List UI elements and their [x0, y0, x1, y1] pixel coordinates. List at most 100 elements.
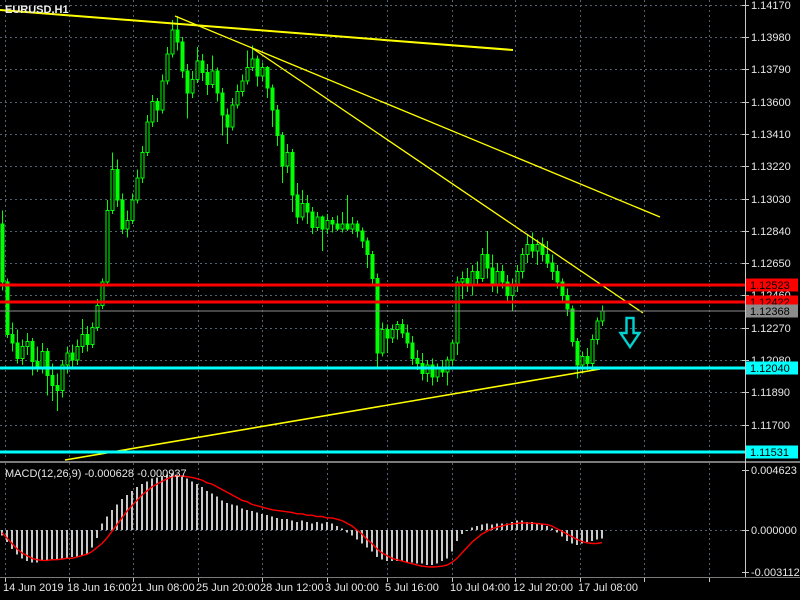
candle-bear	[275, 109, 280, 137]
price-axis-label: 1.12650	[751, 258, 791, 270]
grid-layer	[0, 0, 745, 576]
candle-bull	[140, 152, 145, 179]
candle-bear	[45, 351, 50, 376]
macd-bar	[461, 530, 463, 535]
macd-bar	[381, 530, 383, 560]
candle-bull	[470, 271, 475, 286]
price-axis-label: 1.13980	[751, 32, 791, 44]
macd-bar	[271, 516, 273, 530]
candle-bear	[200, 60, 205, 74]
candle-bull	[515, 271, 520, 286]
candle-bull	[170, 29, 175, 55]
macd-bar	[511, 521, 513, 530]
price-axis-label: 1.14170	[751, 0, 791, 12]
candle-bull	[390, 328, 395, 339]
macd-bar	[406, 530, 408, 563]
macd-bar	[561, 530, 563, 537]
support-line[interactable]	[0, 450, 745, 454]
macd-bar	[591, 530, 593, 541]
macd-bar	[31, 530, 33, 563]
macd-indicator-label: MACD(12,26,9) -0.000628 -0.000937	[5, 468, 187, 480]
candle-bull	[450, 342, 455, 361]
candle-bull	[520, 254, 525, 273]
time-axis-label: 3 Jul 00:00	[325, 582, 379, 594]
macd-bar	[341, 528, 343, 530]
macd-bar	[241, 508, 243, 530]
macd-bar	[411, 530, 413, 563]
candle-bull	[150, 101, 155, 123]
macd-bar	[436, 530, 438, 564]
macd-bar	[421, 530, 423, 564]
candle-bear	[290, 152, 295, 196]
time-axis[interactable]: 14 Jun 2019 18 Jun 16:00 21 Jun 08:00 25 Ju…	[3, 582, 638, 594]
candle-bear	[545, 254, 550, 264]
candle-bear	[400, 323, 405, 334]
macd-bar	[531, 521, 533, 530]
macd-bar	[116, 504, 118, 530]
resistance-line[interactable]	[0, 283, 745, 287]
candle-bull	[535, 243, 540, 252]
candle-bull	[130, 199, 135, 222]
support-price-box	[746, 445, 798, 459]
panel-separator[interactable]	[0, 461, 800, 463]
candle-bear	[345, 223, 350, 230]
candle-bull	[435, 368, 440, 378]
macd-layer	[1, 473, 603, 566]
macd-bar	[601, 530, 603, 539]
support-line[interactable]	[0, 366, 745, 370]
macd-bar	[276, 517, 278, 530]
candle-bull	[300, 203, 305, 218]
candle-bull	[195, 60, 200, 80]
levels-layer	[0, 283, 745, 454]
candle-bull	[315, 216, 320, 228]
macd-scale[interactable]: 0.004623 0.000000 -0.003112	[742, 465, 800, 579]
time-axis-label: 25 Jun 20:00	[196, 582, 260, 594]
resistance-price-box	[746, 278, 798, 292]
price-axis-label: 1.11890	[751, 387, 790, 399]
bid-line[interactable]	[0, 310, 745, 312]
candle-bear	[560, 281, 565, 296]
trendline-descending-from-peak[interactable]	[174, 15, 661, 218]
time-axis-label: 17 Jul 08:00	[578, 582, 638, 594]
candle-bull	[95, 305, 100, 329]
sell-arrow-icon[interactable]	[618, 316, 642, 350]
candle-bear	[575, 340, 580, 366]
symbol-timeframe-label: EURUSD,H1	[5, 4, 69, 16]
macd-bar	[151, 478, 153, 530]
candle-bull	[65, 352, 70, 366]
macd-bar	[191, 481, 193, 530]
candle-bull	[90, 327, 95, 346]
candle-bear	[475, 271, 480, 279]
candle-bull	[580, 356, 585, 366]
macd-bar	[216, 496, 218, 530]
candle-bull	[160, 80, 165, 111]
price-axis-label: 1.13600	[751, 97, 791, 109]
candle-bear	[430, 364, 435, 378]
resistance-line[interactable]	[0, 300, 745, 304]
macd-bar	[291, 520, 293, 530]
macd-bar	[331, 523, 333, 530]
macd-bar	[551, 528, 553, 530]
trendline-descending-steep[interactable]	[251, 47, 644, 314]
candle-bull	[590, 339, 595, 364]
macd-bar	[86, 530, 88, 555]
trendline-upper-descending-flat[interactable]	[0, 9, 514, 51]
trendline-ascending-support[interactable]	[64, 368, 601, 461]
candle-bear	[220, 92, 225, 116]
candle-bear	[10, 334, 15, 344]
macd-bar	[231, 504, 233, 530]
macd-bar	[201, 486, 203, 530]
candle-bear	[30, 340, 35, 363]
candle-bear	[585, 356, 590, 364]
macd-bar	[11, 530, 13, 549]
macd-bar	[226, 503, 228, 530]
macd-bar	[61, 530, 63, 559]
macd-bar	[246, 509, 248, 530]
candle-bull	[165, 53, 170, 82]
macd-bar	[416, 530, 418, 564]
macd-bar	[56, 530, 58, 560]
candle-bull	[235, 90, 240, 106]
macd-bar	[321, 523, 323, 530]
